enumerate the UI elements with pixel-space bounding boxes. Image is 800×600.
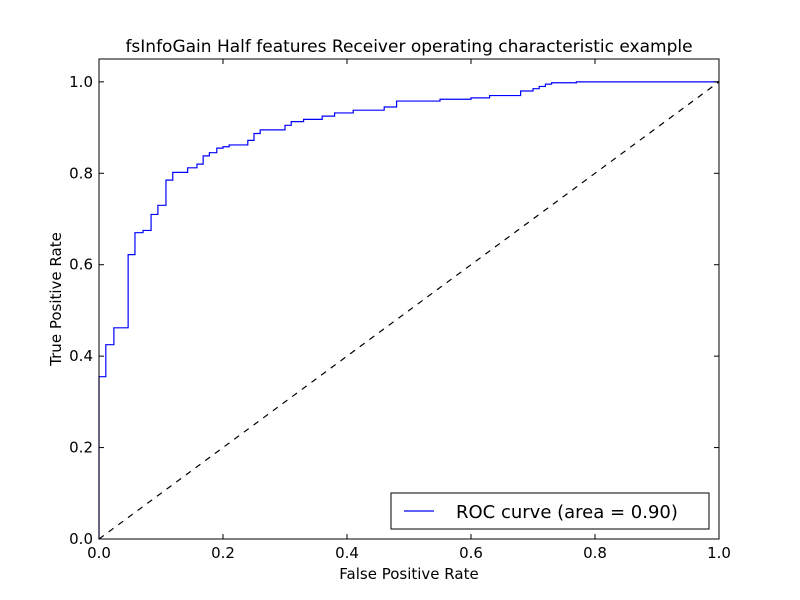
y-tick-label: 1.0 — [69, 73, 93, 91]
legend-box — [390, 492, 710, 530]
y-tick-label: 0.8 — [69, 164, 93, 182]
x-tick-label: 1.0 — [707, 544, 731, 562]
x-tick-label: 0.6 — [459, 544, 483, 562]
chance-diagonal-line — [98, 81, 720, 540]
y-tick-label: 0.4 — [69, 347, 93, 365]
y-tick-label: 0.6 — [69, 256, 93, 274]
x-tick-label: 0.8 — [583, 544, 607, 562]
chart-title: fsInfoGain Half features Receiver operat… — [125, 37, 692, 57]
y-tick-label: 0.0 — [69, 530, 93, 548]
legend: ROC curve (area = 0.90) — [390, 492, 710, 530]
plot-frame — [98, 58, 720, 540]
plot-background — [99, 59, 719, 539]
x-tick-label: 0.2 — [211, 544, 235, 562]
x-tick-label: 0.0 — [87, 544, 111, 562]
ticks-layer: 0.0 0.2 0.4 0.6 0.8 1.0 0.0 0.2 0.4 0.6 0.8 1.0 — [69, 59, 731, 562]
y-tick-label: 0.2 — [69, 439, 93, 457]
y-axis-label: True Positive Rate — [47, 232, 65, 367]
plot-area: 0.0 0.2 0.4 0.6 0.8 1.0 0.0 0.2 0.4 0.6 0.8 1.0 — [69, 58, 731, 562]
series-layer — [98, 81, 720, 540]
roc-curve-line — [98, 81, 719, 539]
x-tick-label: 0.4 — [335, 544, 359, 562]
x-axis-label: False Positive Rate — [339, 565, 478, 583]
legend-label-roc-curve: ROC curve (area = 0.90) — [456, 502, 678, 523]
